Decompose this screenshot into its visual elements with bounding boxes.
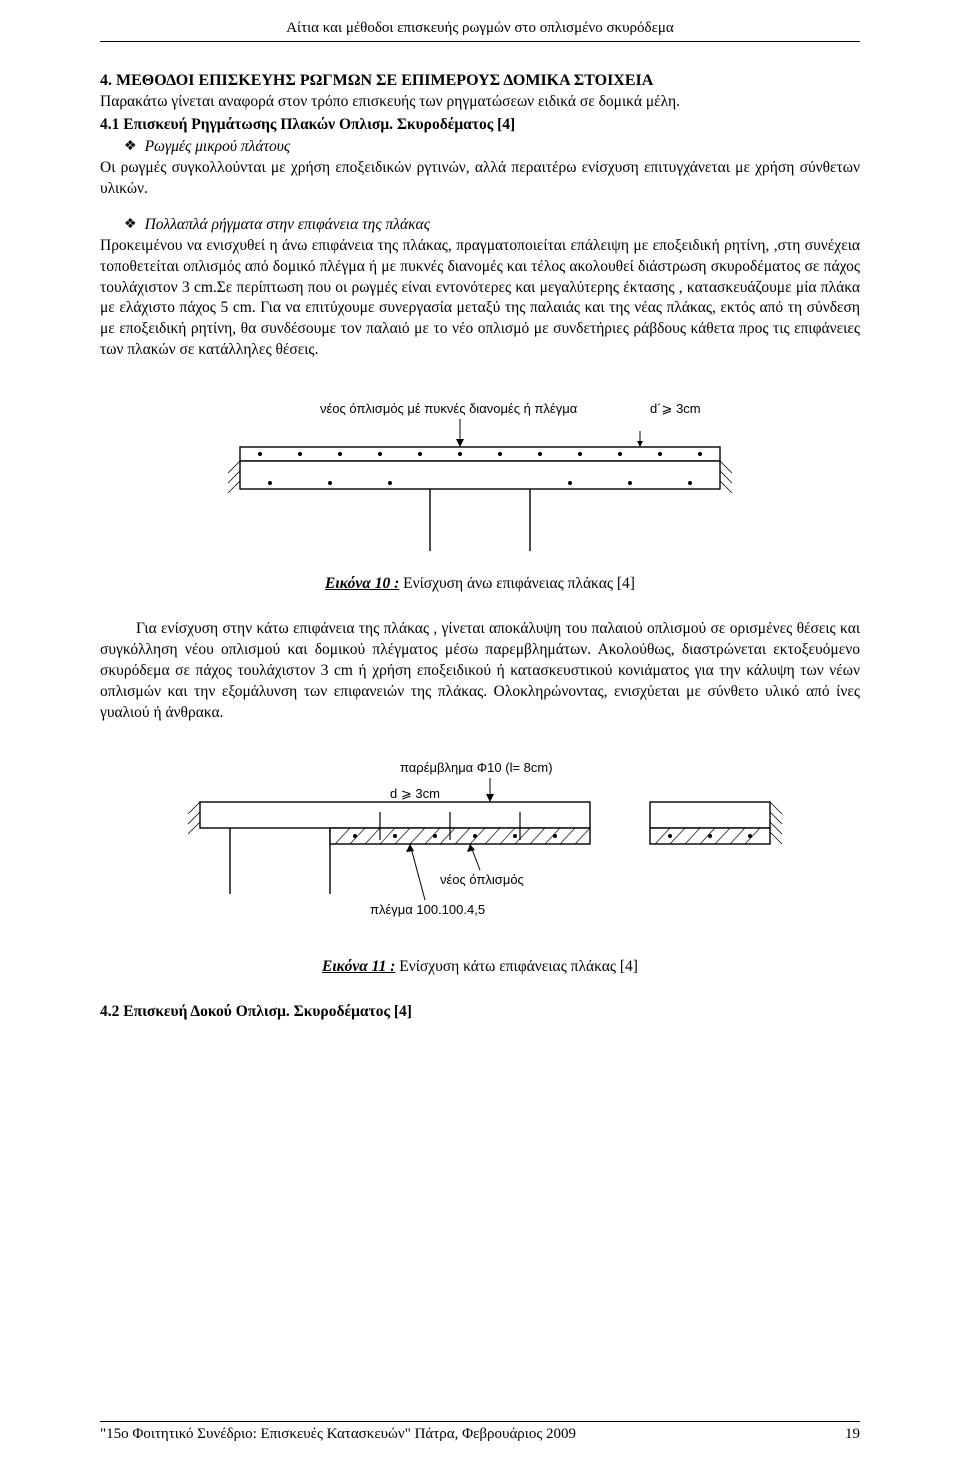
section-4-intro: Παρακάτω γίνεται αναφορά στον τρόπο επισ… bbox=[100, 92, 860, 113]
running-header: Αίτια και μέθοδοι επισκευής ρωγμών στο ο… bbox=[100, 20, 860, 42]
fig11-mesh-label: πλέγμα 100.100.4,5 bbox=[370, 902, 485, 917]
figure-10-caption-label: Εικόνα 10 : bbox=[325, 575, 399, 592]
section-4-heading: 4. ΜΕΘΟΔΟΙ ΕΠΙΣΚΕΥΗΣ ΡΩΓΜΩΝ ΣΕ ΕΠΙΜΕΡΟΥΣ… bbox=[100, 72, 860, 90]
diamond-bullet-icon: ❖ bbox=[124, 138, 137, 155]
bullet-1: ❖ Ρωγμές μικρού πλάτους bbox=[100, 138, 860, 156]
figure-10-caption: Εικόνα 10 : Ενίσχυση άνω επιφάνειας πλάκ… bbox=[100, 575, 860, 593]
bullet-1-text: Οι ρωγμές συγκολλούνται με χρήση εποξειδ… bbox=[100, 158, 860, 200]
diamond-bullet-icon: ❖ bbox=[124, 216, 137, 233]
section-4-2-heading: 4.2 Επισκευή Δοκού Οπλισμ. Σκυροδέματος … bbox=[100, 1003, 412, 1020]
fig10-dim-label: d´⩾ 3cm bbox=[650, 401, 701, 416]
bullet-1-label: Ρωγμές μικρού πλάτους bbox=[145, 138, 291, 156]
fig11-d-label: d ⩾ 3cm bbox=[390, 786, 440, 801]
bullet-2-label: Πολλαπλά ρήγματα στην επιφάνεια της πλάκ… bbox=[145, 216, 430, 234]
footer-page-number: 19 bbox=[845, 1426, 860, 1443]
page-footer: "15ο Φοιτητικό Συνέδριο: Επισκευές Κατασ… bbox=[100, 1421, 860, 1443]
footer-left: "15ο Φοιτητικό Συνέδριο: Επισκευές Κατασ… bbox=[100, 1426, 576, 1443]
para-after-fig10: Για ενίσχυση στην κάτω επιφάνεια της πλά… bbox=[100, 619, 860, 724]
bullet-2-text: Προκειμένου να ενισχυθεί η άνω επιφάνεια… bbox=[100, 236, 860, 362]
figure-11-caption-text: Ενίσχυση κάτω επιφάνειας πλάκας [4] bbox=[395, 958, 638, 975]
fig10-top-label: νέος όπλισμός μέ πυκνές διανομές ή πλέγμ… bbox=[320, 401, 578, 416]
figure-11-caption: Εικόνα 11 : Ενίσχυση κάτω επιφάνειας πλά… bbox=[100, 958, 860, 976]
bullet-2: ❖ Πολλαπλά ρήγματα στην επιφάνεια της πλ… bbox=[100, 216, 860, 234]
figure-11-caption-label: Εικόνα 11 : bbox=[322, 958, 395, 975]
figure-10-caption-text: Ενίσχυση άνω επιφάνειας πλάκας [4] bbox=[399, 575, 635, 592]
figure-10-diagram: νέος όπλισμός μέ πυκνές διανομές ή πλέγμ… bbox=[100, 391, 860, 561]
section-4-1-heading: 4.1 Επισκευή Ρηγμάτωσης Πλακών Οπλισμ. Σ… bbox=[100, 116, 515, 133]
figure-11-diagram: παρέμβλημα Φ10 (l= 8cm) d ⩾ 3cm bbox=[100, 754, 860, 944]
fig11-insert-label: παρέμβλημα Φ10 (l= 8cm) bbox=[400, 760, 553, 775]
fig11-rebar-label: νέος όπλισμός bbox=[440, 872, 524, 887]
